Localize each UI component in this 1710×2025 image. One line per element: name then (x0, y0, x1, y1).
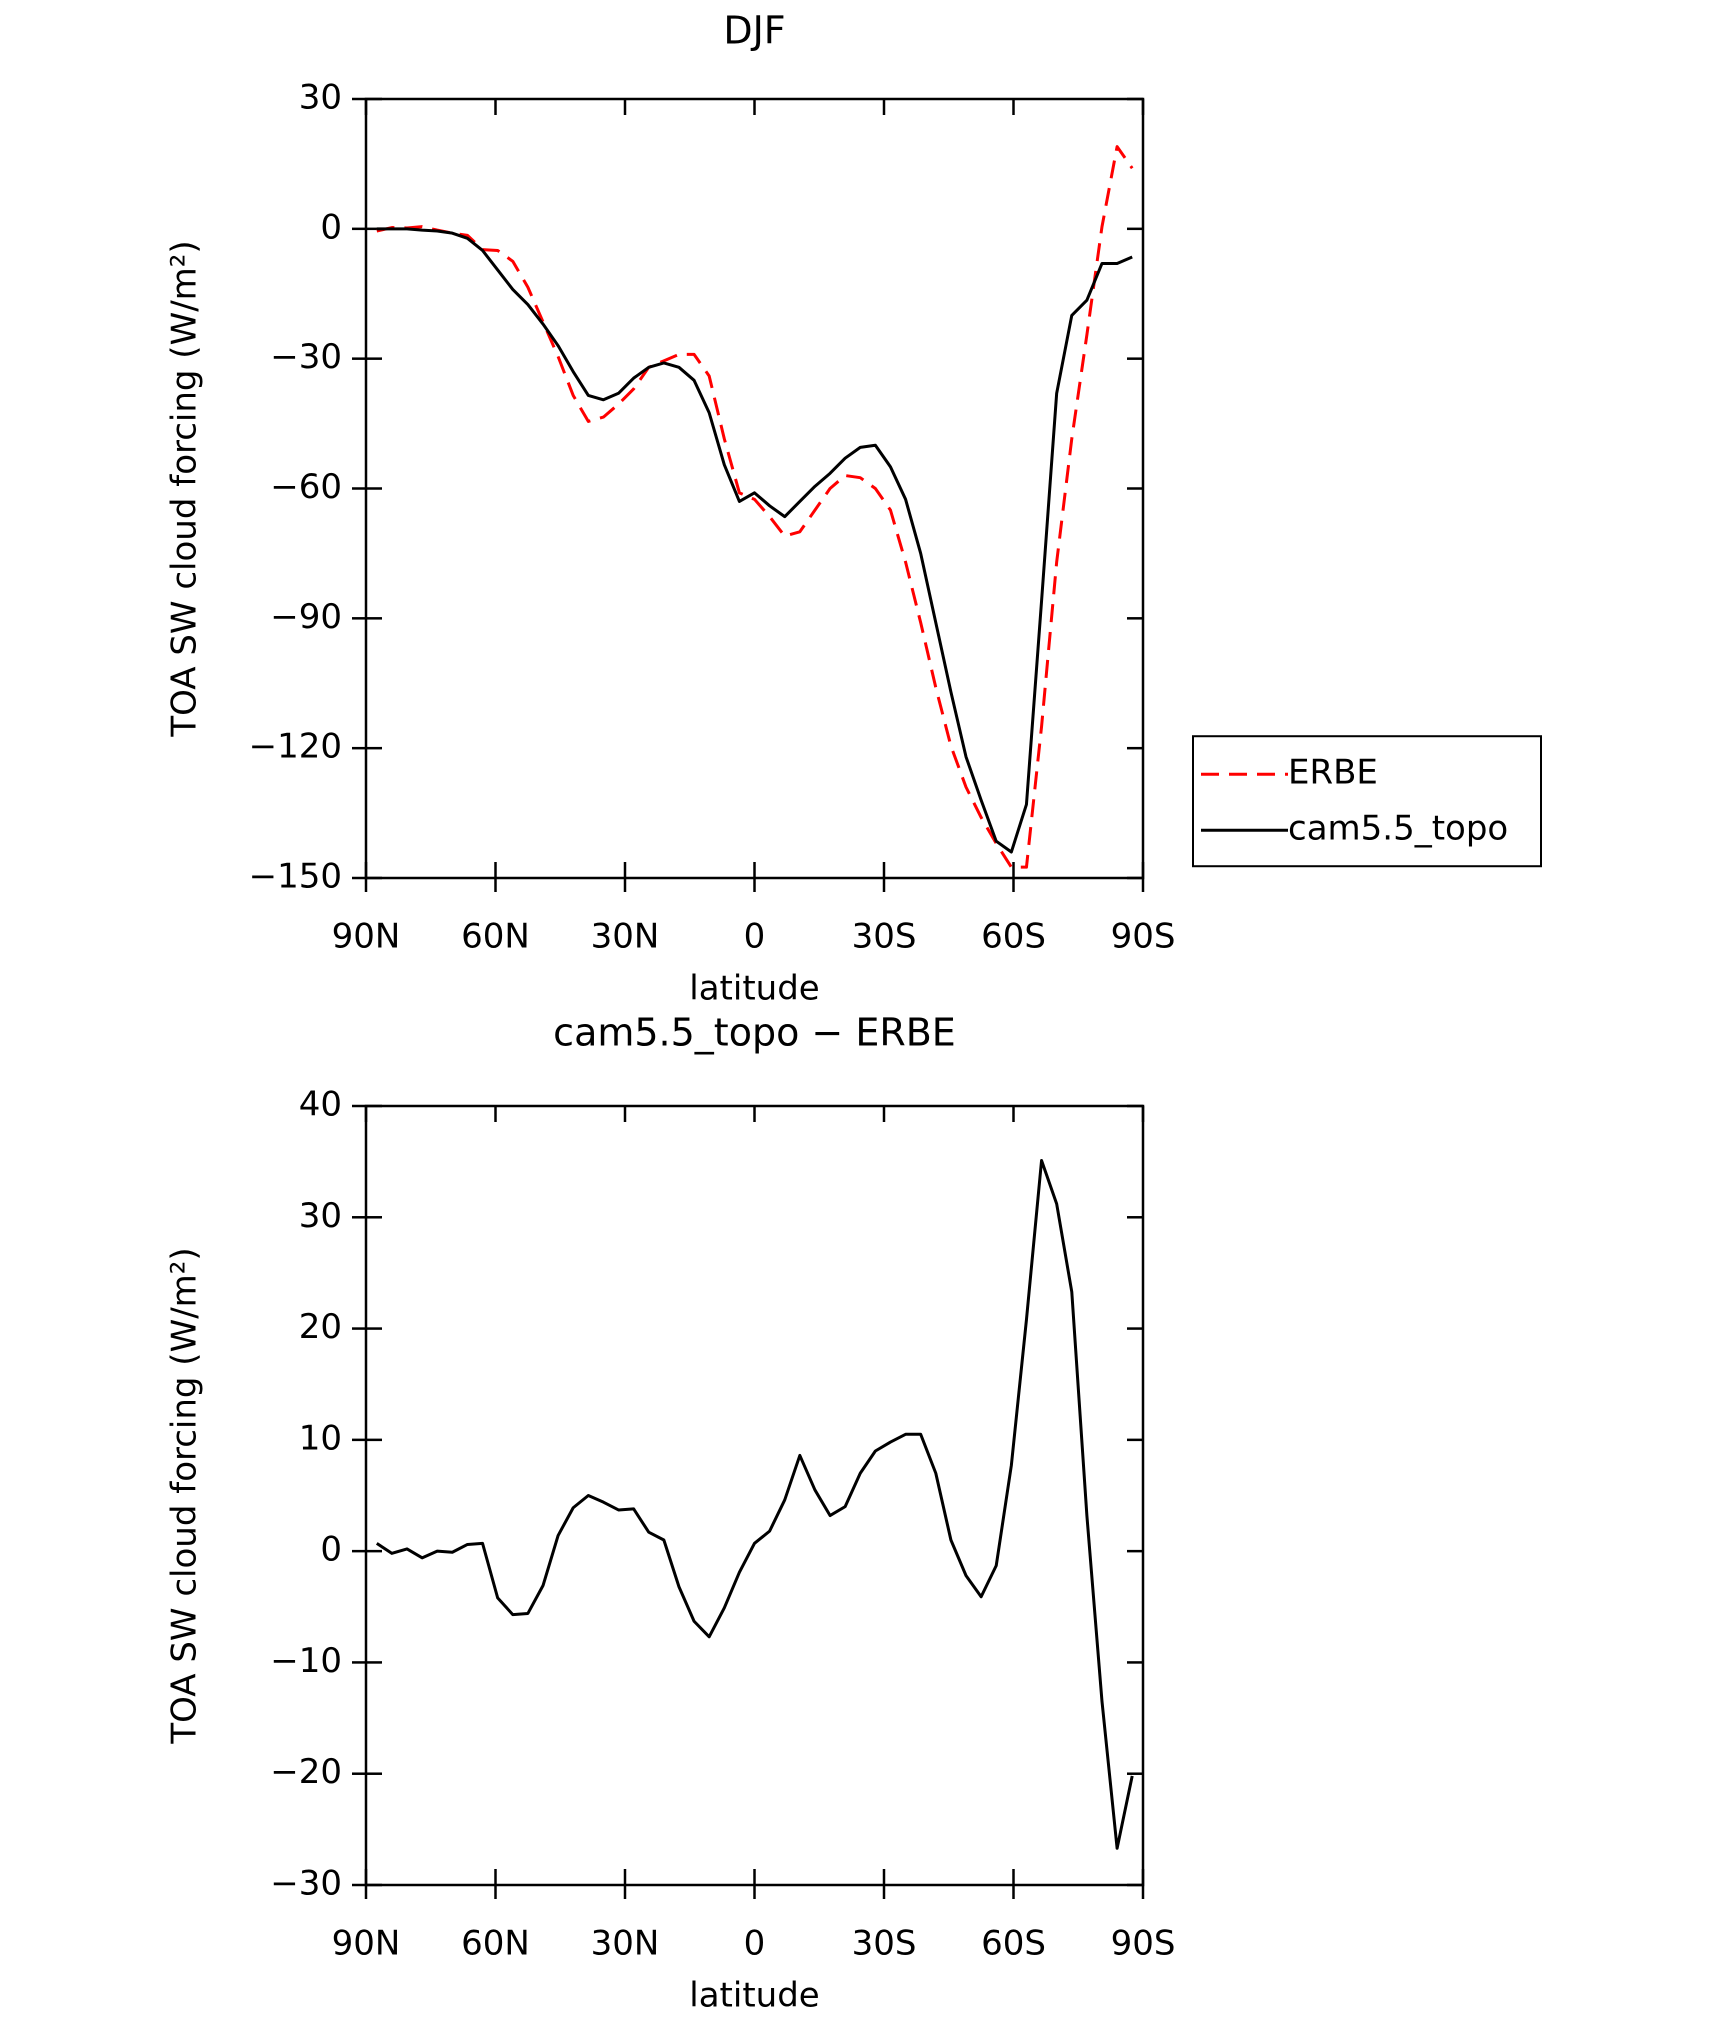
y-axis-label: TOA SW cloud forcing (W/m²) (165, 1247, 205, 1744)
x-tick-label: 60S (981, 1924, 1046, 1964)
plot-frame (364, 97, 1145, 880)
x-tick-label: 0 (744, 917, 766, 957)
x-tick-label: 60N (461, 1924, 530, 1964)
chart-title: DJF (723, 9, 785, 53)
y-tick-label: −60 (270, 467, 342, 507)
y-tick-label: −90 (270, 597, 342, 637)
y-tick-label: −20 (270, 1752, 342, 1792)
y-axis-label: TOA SW cloud forcing (W/m²) (165, 240, 205, 737)
y-tick-label: 20 (299, 1307, 342, 1347)
y-tick-label: −150 (249, 857, 342, 897)
x-tick-label: 30S (852, 1924, 917, 1964)
y-tick-label: 0 (320, 207, 342, 247)
data-line (375, 1159, 1134, 1850)
y-tick-label: 0 (320, 1530, 342, 1570)
data-line (376, 145, 1134, 869)
x-tick-label: 90N (332, 917, 401, 957)
x-tick-label: 90N (332, 1924, 401, 1964)
y-tick-label: −120 (249, 727, 342, 767)
x-tick-label: 0 (744, 1924, 766, 1964)
y-tick-label: 30 (299, 1196, 342, 1236)
y-tick-label: 10 (299, 1418, 342, 1458)
x-tick-label: 30S (852, 917, 917, 957)
y-tick-label: 30 (299, 78, 342, 118)
y-tick-label: −10 (270, 1641, 342, 1681)
chart-title: cam5.5_topo − ERBE (553, 1011, 956, 1055)
plot-frame (364, 1104, 1145, 1887)
legend-label: ERBE (1288, 753, 1378, 793)
x-axis-label: latitude (689, 1976, 819, 2016)
y-tick-label: 40 (299, 1085, 342, 1125)
x-tick-label: 90S (1111, 917, 1176, 957)
y-tick-label: −30 (270, 337, 342, 377)
data-line (376, 227, 1133, 854)
y-tick-label: −30 (270, 1864, 342, 1904)
legend-label: cam5.5_topo (1288, 809, 1508, 849)
x-tick-label: 30N (591, 1924, 660, 1964)
x-tick-label: 60S (981, 917, 1046, 957)
x-axis-label: latitude (689, 969, 819, 1009)
legend-box (1192, 735, 1542, 868)
x-tick-label: 90S (1111, 1924, 1176, 1964)
x-tick-label: 30N (591, 917, 660, 957)
x-tick-label: 60N (461, 917, 530, 957)
